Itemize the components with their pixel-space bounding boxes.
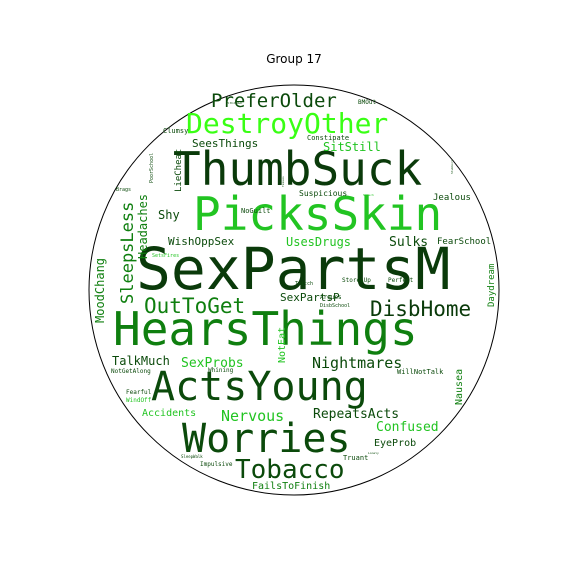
cloud-word-nausea: Nausea: [454, 369, 465, 405]
cloud-word-windoff: WindOff: [126, 397, 152, 404]
cloud-word-sexpartsp: SexPartsP: [280, 291, 340, 304]
cloud-word-storesup: StoresUp: [342, 277, 371, 284]
cloud-word-setsfires: SetsFires: [152, 253, 179, 259]
cloud-word-repeatsacts: RepeatsActs: [313, 407, 399, 422]
cloud-word-fearful: Fearful: [126, 389, 152, 396]
cloud-boundary-circle: [88, 84, 500, 496]
cloud-word-accidents: Accidents: [142, 408, 196, 419]
cloud-word-outtoget: OutToGet: [144, 294, 245, 318]
cloud-word-tobacco: Tobacco: [235, 455, 345, 485]
cloud-word-eyeprob: EyeProb: [374, 438, 416, 449]
cloud-word-twitch: Twitch: [295, 281, 313, 287]
cloud-word-actsyoung: ActsYoung: [151, 364, 368, 410]
chart-title: Group 17: [266, 52, 322, 66]
cloud-word-truant: Truant: [343, 454, 368, 462]
cloud-word-perfect: Perfect: [388, 277, 414, 284]
cloud-word-noguilt: NoGuilt: [241, 207, 271, 215]
cloud-word-shy: Shy: [158, 208, 180, 222]
cloud-word-jealous: Jealous: [433, 193, 471, 203]
cloud-word-fearschool: FearSchool: [437, 237, 491, 247]
cloud-word-nightmares: Nightmares: [312, 354, 402, 372]
cloud-word-clumsy: Clumsy: [163, 127, 188, 135]
cloud-word-impulsive: Impulsive: [200, 461, 233, 468]
cloud-word-daydream: Daydream: [487, 264, 497, 307]
cloud-word-argues: Argues: [320, 294, 342, 301]
cloud-word-sexprobs: SexProbs: [181, 356, 244, 371]
cloud-word-wishoppsex: WishOppSex: [168, 235, 235, 248]
cloud-word-talkmuch: TalkMuch: [112, 354, 170, 368]
cloud-word-nervous: Nervous: [221, 407, 284, 425]
cloud-word-notgetalong: NotGetAlong: [111, 368, 151, 375]
cloud-word-teases: Teases: [281, 176, 285, 187]
cloud-word-speech: Speech: [363, 193, 374, 197]
cloud-word-disbhome: DisbHome: [370, 297, 471, 321]
cloud-word-usesdrugs: UsesDrugs: [286, 235, 351, 249]
cloud-word-brags: Brags: [116, 187, 131, 193]
cloud-word-withdrawn: Withdrawn: [226, 101, 242, 105]
cloud-word-sulks: Sulks: [389, 235, 428, 250]
cloud-word-lonely: Lonely: [368, 451, 379, 455]
cloud-word-headaches: Headaches: [136, 194, 150, 259]
cloud-word-destroyother: DestroyOther: [186, 107, 388, 140]
cloud-word-moodchang: MoodChang: [93, 258, 107, 323]
cloud-word-hearsthings: HearsThings: [113, 302, 418, 356]
cloud-word-noteat: NotEat: [277, 327, 288, 363]
cloud-word-sitstill: SitStill: [323, 140, 381, 154]
cloud-word-whining: Whining: [208, 367, 234, 374]
cloud-word-bmout: BMOut: [358, 99, 376, 106]
cloud-word-sleepsless: SleepsLess: [118, 202, 138, 304]
cloud-word-constipate: Constipate: [307, 134, 349, 142]
cloud-word-poorschool: PoorSchool: [149, 153, 155, 183]
cloud-word-worries: Worries: [182, 416, 351, 462]
cloud-word-seesthings: SeesThings: [192, 137, 258, 150]
cloud-word-stubborn: Stubborn: [450, 159, 454, 174]
cloud-word-picksskin: PicksSkin: [193, 187, 442, 241]
cloud-word-sleepwalk: SleepWalk: [181, 454, 203, 459]
cloud-word-thumbsuck: ThumbSuck: [173, 142, 422, 196]
cloud-word-sexpartsm: SexPartsM: [136, 235, 450, 303]
cloud-word-disbschool: DisbSchool: [320, 303, 350, 309]
cloud-word-failstofinish: FailsToFinish: [252, 481, 330, 492]
cloud-word-preferolder: PreferOlder: [211, 90, 337, 112]
cloud-word-liecheat: LieCheat: [174, 149, 184, 192]
cloud-word-suspicious: Suspicious: [299, 189, 347, 198]
cloud-word-willnottalk: WillNotTalk: [397, 368, 444, 376]
cloud-word-confused: Confused: [376, 420, 439, 435]
